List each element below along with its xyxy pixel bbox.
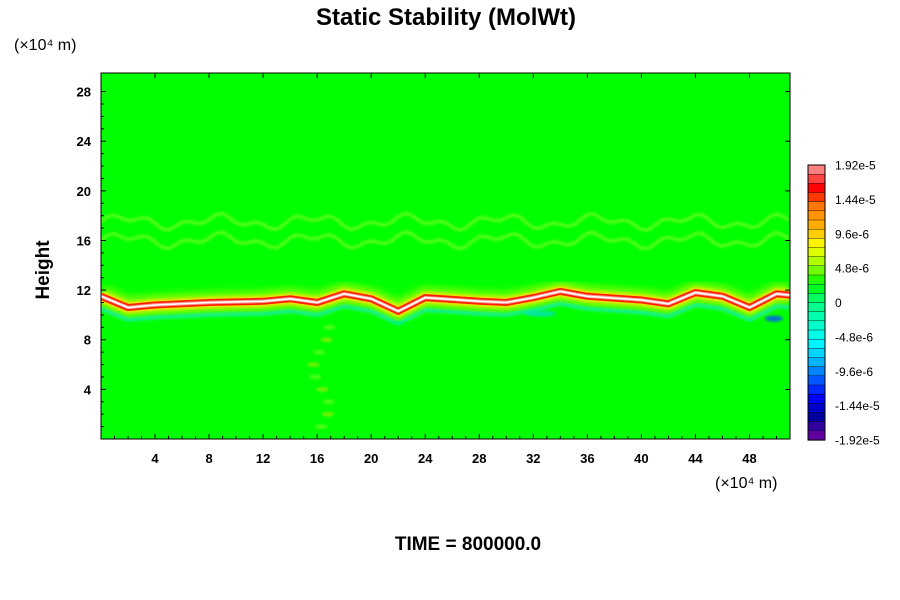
y-tick-label: 28: [77, 85, 91, 100]
plot-area: [100, 72, 791, 440]
colorbar-swatch: [807, 403, 826, 414]
colorbar-swatch: [807, 366, 826, 377]
y-tick-label: 20: [77, 184, 91, 199]
colorbar-swatch: [807, 164, 826, 175]
colorbar-swatch: [807, 311, 826, 322]
chart-title: Static Stability (MolWt): [316, 4, 576, 31]
colorbar-swatch: [807, 430, 826, 441]
convective-feature: [312, 350, 325, 355]
colorbar-tick-label: -1.44e-5: [835, 399, 880, 413]
convective-feature: [307, 362, 320, 367]
x-axis: 4 8 12 16 20 24 28 32 36 40 44 48: [114, 73, 777, 466]
colorbar-swatch: [807, 421, 826, 432]
colorbar-swatch: [807, 274, 826, 285]
colorbar-swatch: [807, 183, 826, 194]
colorbar-tick-label: 4.8e-6: [835, 262, 869, 276]
colorbar-swatch: [807, 283, 826, 294]
convective-feature: [323, 325, 336, 330]
x-tick-label: 44: [688, 451, 703, 466]
weak-stability-layer: [101, 211, 790, 232]
x-tick-label: 36: [580, 451, 594, 466]
colorbar-swatch: [807, 293, 826, 304]
y-tick-label: 12: [77, 283, 91, 298]
x-tick-label: 16: [310, 451, 324, 466]
colorbar-swatch: [807, 412, 826, 423]
colorbar-swatch: [807, 338, 826, 349]
colorbar-swatch: [807, 219, 826, 230]
colorbar-swatch: [807, 228, 826, 239]
y-tick-label: 16: [77, 233, 91, 248]
colorbar-tick-label: 1.44e-5: [835, 193, 876, 207]
weak-stability-layer: [101, 230, 790, 251]
convective-feature: [316, 387, 329, 392]
colorbar-swatch: [807, 393, 826, 404]
x-tick-label: 32: [526, 451, 540, 466]
convective-feature: [322, 412, 335, 417]
x-tick-label: 12: [256, 451, 270, 466]
convective-feature: [320, 337, 333, 342]
colorbar-swatch: [807, 357, 826, 368]
colorbar-swatch: [807, 320, 826, 331]
colorbar-swatch: [807, 201, 826, 212]
colorbar-swatch: [807, 302, 826, 313]
colorbar: 1.92e-5 1.44e-5 9.6e-6 4.8e-6 0 -4.8e-6 -9.6e-…: [807, 159, 880, 448]
heatmap-background: [101, 73, 790, 439]
y-tick-label: 24: [77, 134, 92, 149]
band-negative: [101, 301, 790, 326]
colorbar-swatch: [807, 265, 826, 276]
x-tick-label: 48: [742, 451, 756, 466]
y-axis-label: Height: [33, 240, 54, 300]
y-tick-label: 4: [84, 382, 92, 397]
y-axis: 4 8 12 16 20 24 28: [77, 85, 790, 428]
convective-feature: [309, 374, 322, 379]
colorbar-swatch: [807, 348, 826, 359]
colorbar-frame: [807, 164, 826, 441]
y-axis-units: (×10⁴ m): [14, 37, 76, 54]
colorbar-swatch: [807, 375, 826, 386]
colorbar-tick-label: -4.8e-6: [835, 330, 873, 344]
heatmap-field: [101, 211, 790, 429]
colorbar-swatch: [807, 256, 826, 267]
y-tick-label: 8: [84, 333, 91, 348]
x-tick-label: 40: [634, 451, 648, 466]
colorbar-swatch: [807, 173, 826, 184]
time-label: TIME = 800000.0: [395, 534, 541, 555]
x-tick-label: 24: [418, 451, 433, 466]
negative-patch: [764, 315, 783, 322]
x-tick-label: 28: [472, 451, 486, 466]
convective-feature: [322, 399, 335, 404]
x-tick-label: 8: [205, 451, 212, 466]
colorbar-swatch: [807, 192, 826, 203]
colorbar-swatch: [807, 210, 826, 221]
colorbar-swatch: [807, 329, 826, 340]
x-axis-units: (×10⁴ m): [715, 475, 777, 492]
colorbar-tick-label: 0: [835, 296, 842, 310]
colorbar-tick-label: 9.6e-6: [835, 227, 869, 241]
colorbar-tick-label: -9.6e-6: [835, 365, 873, 379]
colorbar-tick-label: -1.92e-5: [835, 434, 880, 448]
x-tick-label: 4: [151, 451, 159, 466]
convective-feature: [315, 424, 328, 429]
colorbar-tick-label: 1.92e-5: [835, 159, 876, 173]
colorbar-swatch: [807, 238, 826, 249]
colorbar-swatch: [807, 247, 826, 258]
negative-patch: [524, 310, 557, 317]
band-core: [101, 290, 790, 313]
colorbar-swatch: [807, 384, 826, 395]
plot-frame: [100, 72, 791, 440]
x-tick-label: 20: [364, 451, 378, 466]
